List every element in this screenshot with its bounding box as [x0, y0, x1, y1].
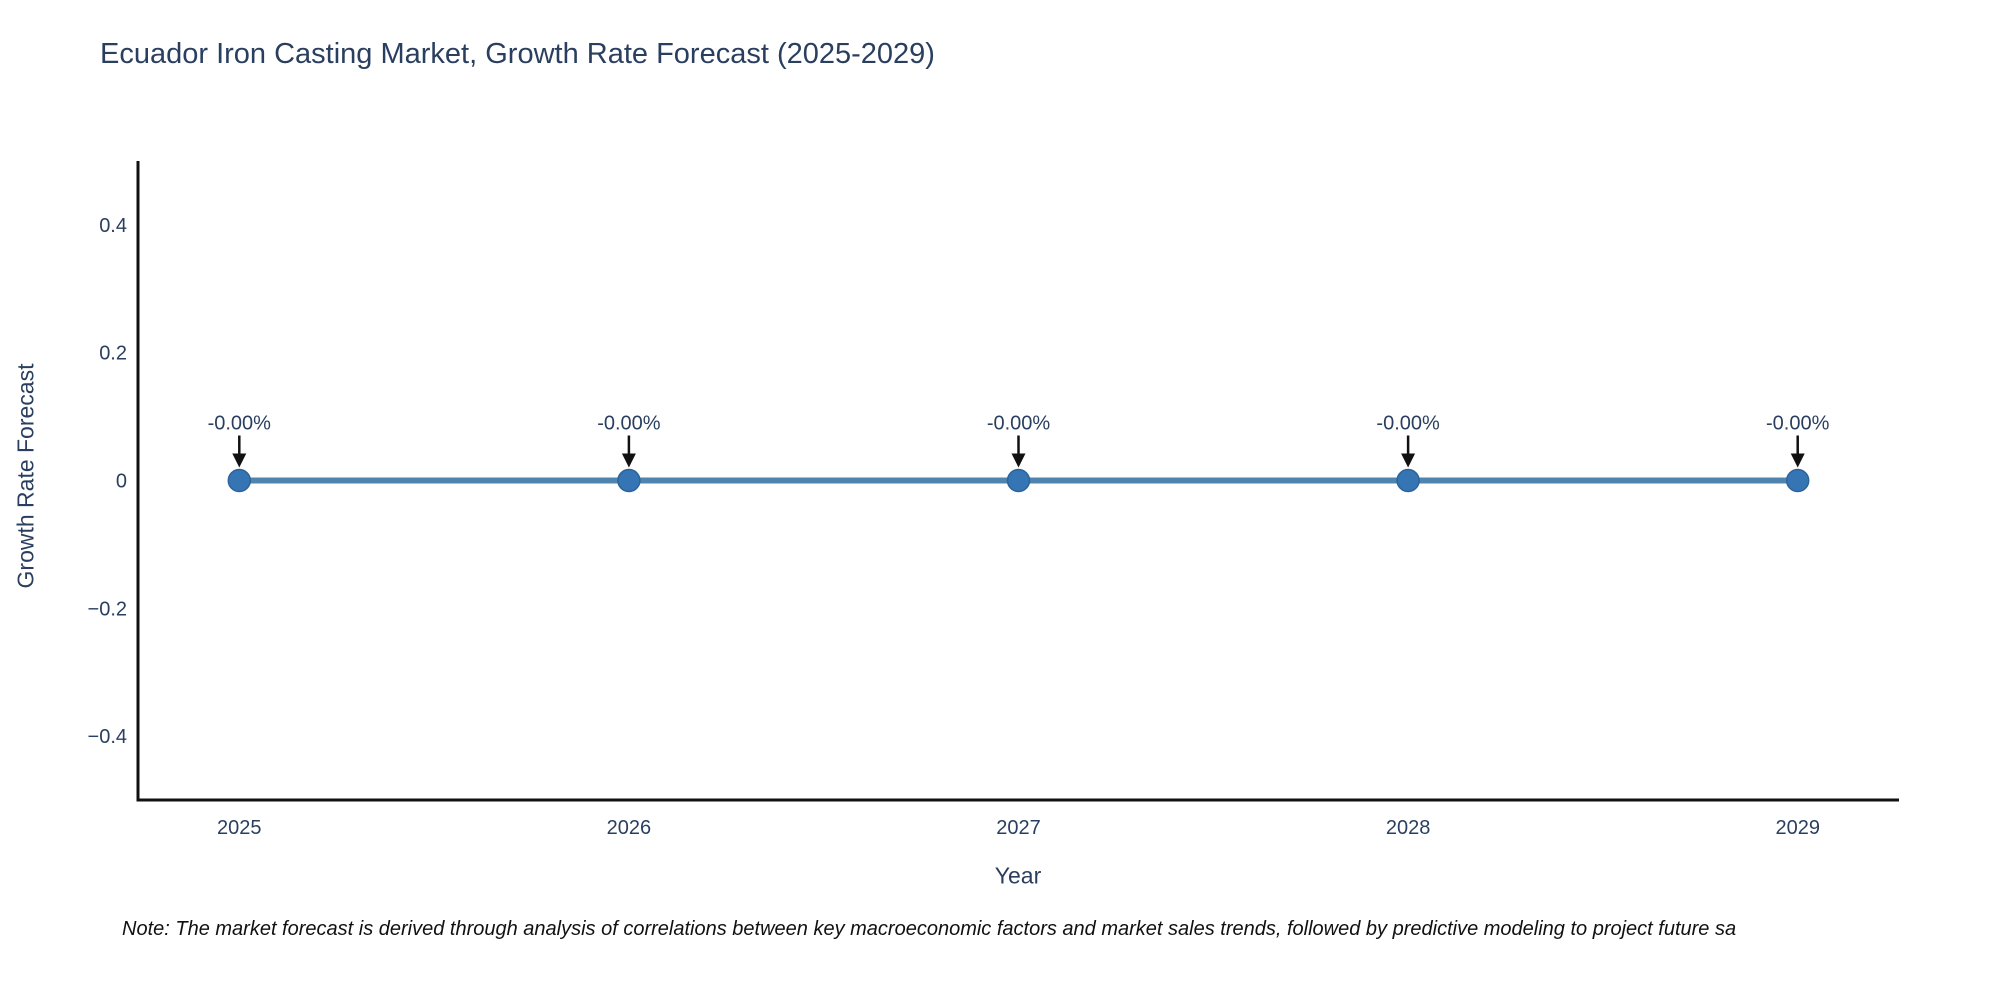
y-tick-label: 0	[116, 471, 127, 493]
x-tick-label: 2025	[217, 817, 262, 839]
annotation-arrowhead-icon	[621, 453, 636, 468]
annotation-label-2025: -0.00%	[208, 413, 272, 435]
x-tick-label: 2027	[996, 817, 1041, 839]
x-axis-title: Year	[994, 862, 1042, 889]
footnote: Note: The market forecast is derived thr…	[122, 918, 1737, 940]
annotation-arrowhead-icon	[232, 453, 247, 468]
annotation-arrowhead-icon	[1011, 453, 1026, 468]
annotation-label-2026: -0.00%	[597, 413, 661, 435]
y-tick-label: −0.2	[88, 598, 127, 620]
data-point-2026[interactable]	[617, 468, 641, 493]
y-tick-label: 0.4	[99, 215, 127, 237]
y-tick-label: 0.2	[99, 343, 127, 365]
data-point-2027[interactable]	[1006, 468, 1031, 493]
x-tick-label: 2029	[1775, 817, 1820, 839]
chart-title: Ecuador Iron Casting Market, Growth Rate…	[100, 38, 935, 70]
x-tick-label: 2028	[1386, 817, 1431, 839]
data-point-2029[interactable]	[1785, 468, 1810, 493]
y-tick-label: −0.4	[88, 726, 127, 748]
annotation-arrowhead-icon	[1401, 453, 1416, 468]
annotation-arrowhead-icon	[1790, 453, 1805, 468]
data-point-2028[interactable]	[1396, 468, 1420, 493]
data-point-2025[interactable]	[227, 468, 252, 493]
annotation-label-2028: -0.00%	[1376, 413, 1440, 435]
annotation-label-2027: -0.00%	[987, 413, 1051, 435]
y-axis-title: Growth Rate Forecast	[12, 363, 39, 589]
annotation-label-2029: -0.00%	[1766, 413, 1830, 435]
x-tick-label: 2026	[607, 817, 652, 839]
